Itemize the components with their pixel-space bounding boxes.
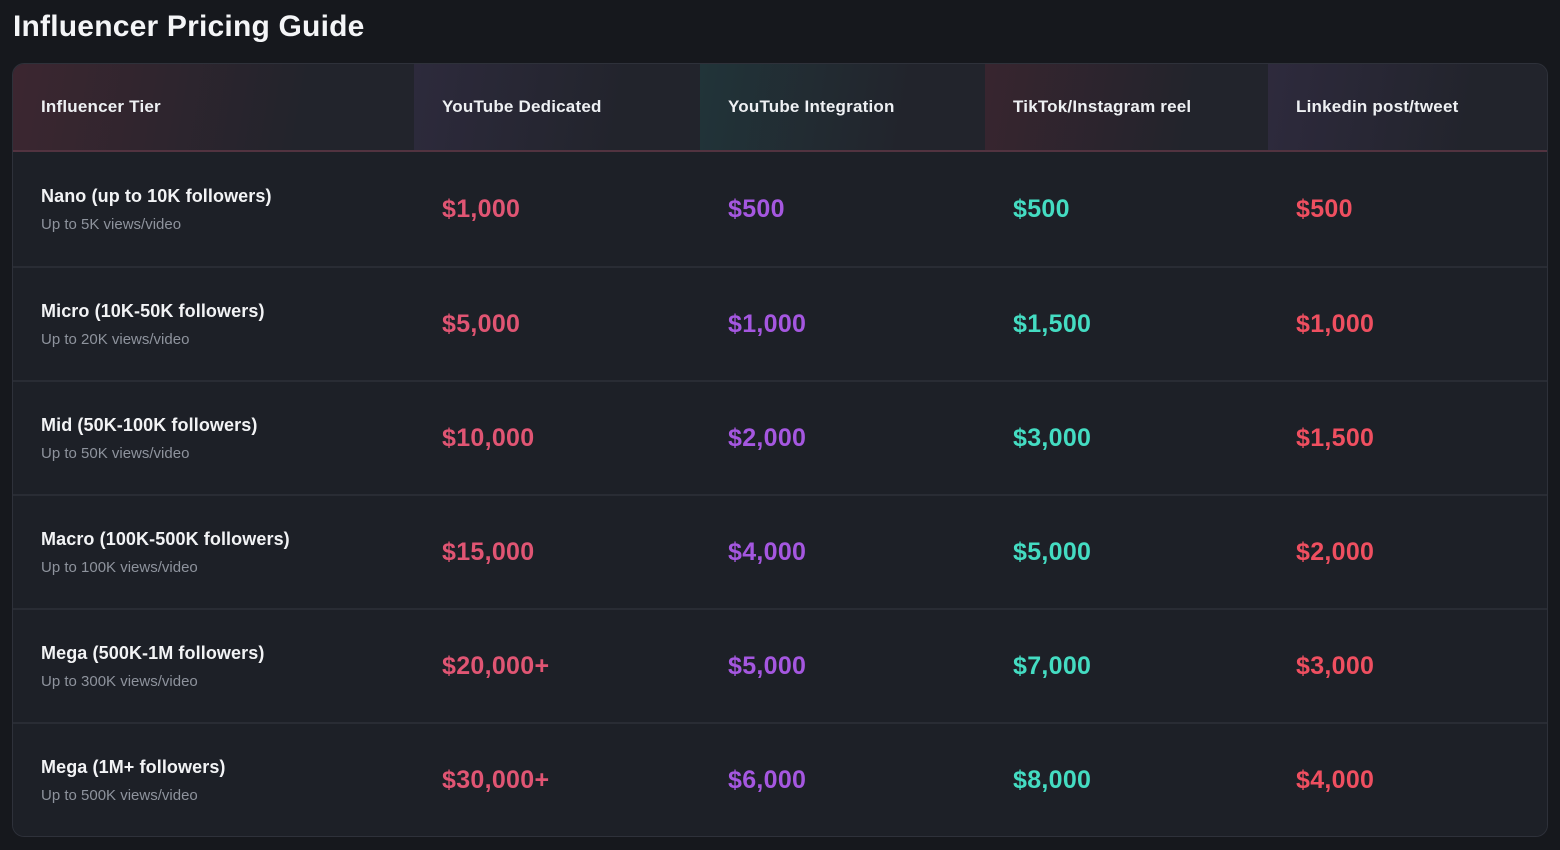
table-row-mega-500k-1m: Mega (500K-1M followers) Up to 300K view… xyxy=(13,608,1547,722)
tier-cell: Macro (100K-500K followers) Up to 100K v… xyxy=(13,496,414,608)
price-youtube-dedicated: $1,000 xyxy=(442,194,521,223)
header-cell-youtube-integration: YouTube Integration xyxy=(700,64,985,150)
price-youtube-integration: $6,000 xyxy=(728,765,807,794)
price-linkedin: $1,000 xyxy=(1296,309,1375,338)
price-tiktok-instagram: $1,500 xyxy=(1013,309,1092,338)
table-row-macro: Macro (100K-500K followers) Up to 100K v… xyxy=(13,494,1547,608)
price-linkedin: $2,000 xyxy=(1296,537,1375,566)
price-linkedin: $4,000 xyxy=(1296,765,1375,794)
table-row-micro: Micro (10K-50K followers) Up to 20K view… xyxy=(13,266,1547,380)
header-cell-linkedin-post-tweet: Linkedin post/tweet xyxy=(1268,64,1547,150)
tier-cell: Mega (500K-1M followers) Up to 300K view… xyxy=(13,610,414,722)
price-youtube-dedicated: $5,000 xyxy=(442,309,521,338)
table-header: Influencer Tier YouTube Dedicated YouTub… xyxy=(13,64,1547,152)
price-tiktok-instagram: $8,000 xyxy=(1013,765,1092,794)
page-title: Influencer Pricing Guide xyxy=(13,10,365,43)
tier-cell: Nano (up to 10K followers) Up to 5K view… xyxy=(13,152,414,266)
tier-cell: Micro (10K-50K followers) Up to 20K view… xyxy=(13,268,414,380)
tier-views: Up to 20K views/video xyxy=(41,330,190,348)
price-youtube-integration: $4,000 xyxy=(728,537,807,566)
table-row-mid: Mid (50K-100K followers) Up to 50K views… xyxy=(13,380,1547,494)
price-youtube-dedicated: $30,000+ xyxy=(442,765,550,794)
price-youtube-dedicated: $10,000 xyxy=(442,423,535,452)
tier-views: Up to 100K views/video xyxy=(41,558,198,576)
tier-views: Up to 50K views/video xyxy=(41,444,190,462)
tier-name: Mid (50K-100K followers) xyxy=(41,414,258,435)
price-tiktok-instagram: $500 xyxy=(1013,194,1070,223)
price-youtube-dedicated: $15,000 xyxy=(442,537,535,566)
table-row-mega-1m-plus: Mega (1M+ followers) Up to 500K views/vi… xyxy=(13,722,1547,836)
price-linkedin: $3,000 xyxy=(1296,651,1375,680)
tier-views: Up to 300K views/video xyxy=(41,672,198,690)
tier-cell: Mid (50K-100K followers) Up to 50K views… xyxy=(13,382,414,494)
header-cell-youtube-dedicated: YouTube Dedicated xyxy=(414,64,700,150)
tier-name: Macro (100K-500K followers) xyxy=(41,528,290,549)
tier-name: Micro (10K-50K followers) xyxy=(41,300,265,321)
header-cell-influencer-tier: Influencer Tier xyxy=(13,64,414,150)
price-linkedin: $1,500 xyxy=(1296,423,1375,452)
tier-name: Nano (up to 10K followers) xyxy=(41,185,272,206)
price-linkedin: $500 xyxy=(1296,194,1353,223)
price-tiktok-instagram: $5,000 xyxy=(1013,537,1092,566)
price-tiktok-instagram: $7,000 xyxy=(1013,651,1092,680)
price-youtube-integration: $1,000 xyxy=(728,309,807,338)
price-tiktok-instagram: $3,000 xyxy=(1013,423,1092,452)
tier-name: Mega (500K-1M followers) xyxy=(41,642,265,663)
price-youtube-integration: $500 xyxy=(728,194,785,223)
pricing-table: Influencer Tier YouTube Dedicated YouTub… xyxy=(12,63,1548,837)
header-cell-tiktok-instagram-reel: TikTok/Instagram reel xyxy=(985,64,1268,150)
price-youtube-dedicated: $20,000+ xyxy=(442,651,550,680)
tier-name: Mega (1M+ followers) xyxy=(41,756,226,777)
tier-views: Up to 500K views/video xyxy=(41,786,198,804)
table-row-nano: Nano (up to 10K followers) Up to 5K view… xyxy=(13,152,1547,266)
price-youtube-integration: $2,000 xyxy=(728,423,807,452)
tier-views: Up to 5K views/video xyxy=(41,215,182,233)
price-youtube-integration: $5,000 xyxy=(728,651,807,680)
tier-cell: Mega (1M+ followers) Up to 500K views/vi… xyxy=(13,724,414,836)
